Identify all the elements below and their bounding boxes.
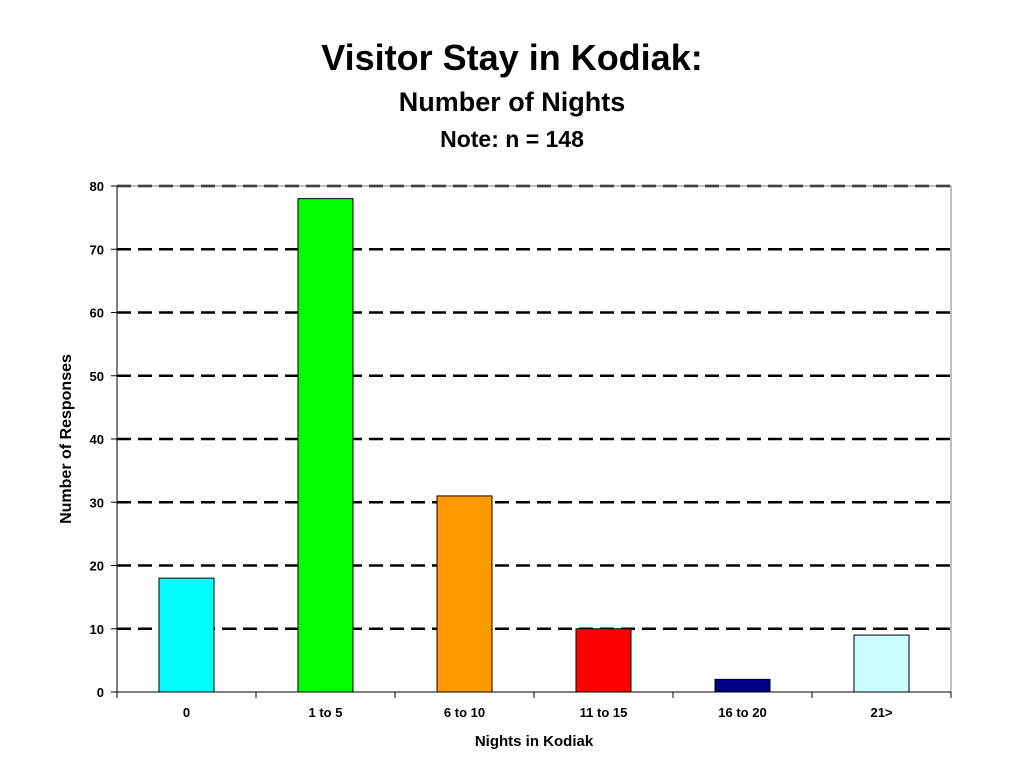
bar-3 bbox=[575, 628, 632, 693]
bars bbox=[158, 198, 910, 693]
x-tick-label: 11 to 15 bbox=[580, 705, 628, 720]
y-tick-label: 70 bbox=[90, 242, 104, 257]
x-tick-label: 1 to 5 bbox=[309, 705, 343, 720]
axes bbox=[111, 185, 952, 698]
chart-subtitle: Number of Nights bbox=[398, 87, 626, 117]
bar-0 bbox=[158, 577, 215, 693]
y-tick-label: 60 bbox=[90, 306, 104, 321]
bar-5 bbox=[853, 634, 910, 693]
gridlines bbox=[117, 184, 951, 630]
x-tick-label: 21> bbox=[870, 705, 892, 720]
y-tick-label: 50 bbox=[90, 369, 104, 384]
bar-2 bbox=[436, 495, 493, 693]
y-tick-label: 40 bbox=[90, 432, 104, 447]
bar-1 bbox=[297, 198, 354, 693]
plot-area-frame bbox=[116, 185, 952, 693]
x-tick-label: 0 bbox=[183, 705, 190, 720]
y-axis-label: Number of Responses bbox=[58, 354, 75, 524]
chart-note: Note: n = 148 bbox=[440, 126, 584, 152]
y-tick-label: 0 bbox=[97, 685, 104, 700]
x-tick-labels: 0 1 to 5 6 to 10 11 to 15 16 to 20 21> bbox=[183, 705, 893, 720]
y-tick-label: 10 bbox=[90, 622, 104, 637]
y-tick-labels: 0 10 20 30 40 50 60 70 80 bbox=[90, 179, 104, 700]
x-axis-label: Nights in Kodiak bbox=[475, 733, 594, 750]
y-tick-label: 30 bbox=[90, 495, 104, 510]
chart-title: Visitor Stay in Kodiak: bbox=[321, 37, 703, 78]
y-tick-label: 20 bbox=[90, 559, 104, 574]
y-tick-label: 80 bbox=[90, 179, 104, 194]
x-tick-label: 6 to 10 bbox=[444, 705, 485, 720]
bar-4 bbox=[714, 678, 771, 693]
x-tick-label: 16 to 20 bbox=[718, 705, 766, 720]
